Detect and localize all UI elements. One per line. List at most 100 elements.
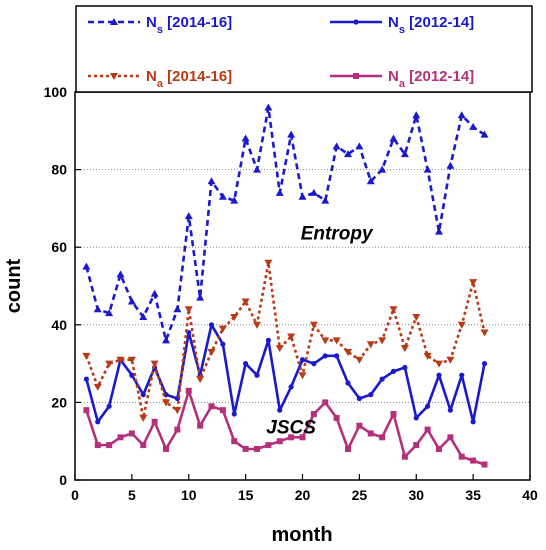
x-tick-label: 40 [522,487,538,503]
legend-label: Na [2012-14] [388,68,474,90]
data-point [241,134,250,142]
data-point [196,376,205,384]
data-point [356,422,363,429]
x-tick-label: 20 [295,487,311,503]
data-point [82,352,91,360]
data-point [470,457,477,464]
data-point [287,333,296,341]
data-point [254,445,260,452]
data-point [95,419,101,425]
data-point [457,111,466,119]
data-point [110,73,118,80]
data-point [480,329,489,337]
data-point [345,445,351,452]
y-axis-title: count [3,258,25,313]
y-tick-label: 40 [51,317,67,333]
data-point [265,442,272,449]
data-point [264,259,273,267]
data-point [230,314,239,322]
data-point [264,103,273,111]
data-point [401,453,408,460]
data-point [436,445,442,452]
series-layer [82,103,489,468]
data-point [105,309,114,317]
data-point [94,442,101,449]
legend-label: Ns [2012-14] [388,14,474,36]
legend-entry: Na [2014-16] [88,68,232,90]
data-point [447,434,454,441]
data-point [288,434,295,441]
data-point [196,293,205,301]
series-line [85,106,486,342]
data-point [288,384,294,390]
x-tick-label: 35 [465,487,481,503]
data-point [469,279,478,287]
data-point [162,336,170,344]
data-point [378,165,387,173]
data-point [400,345,409,353]
x-tick-label: 15 [238,487,254,503]
data-point [117,434,124,441]
data-point [110,18,118,25]
data-point [413,415,419,421]
data-point [298,192,307,200]
data-point [254,372,260,378]
data-point [413,442,420,449]
data-point [174,426,181,433]
data-point [241,298,250,306]
data-point [253,165,261,173]
data-point [425,403,431,409]
legend-box [75,5,533,93]
data-point [116,270,125,278]
series-1 [82,103,489,344]
data-point [321,196,330,204]
x-tick-label: 0 [71,487,79,503]
data-point [129,372,135,378]
data-point [230,196,239,204]
legend-entry: Ns [2014-16] [88,14,232,36]
data-point [93,383,102,391]
data-point [470,419,476,425]
data-point [378,337,387,345]
data-point [298,372,307,380]
data-point [150,289,159,297]
data-point [116,356,125,364]
data-point [83,407,90,414]
data-point [207,177,216,185]
data-point [412,111,421,119]
data-point [353,73,359,79]
data-point [435,227,443,235]
data-point [367,430,374,437]
legend-label: Ns [2014-16] [146,14,232,36]
data-point [185,387,192,394]
data-point [140,392,146,398]
data-point [140,442,147,449]
data-point [253,321,261,329]
y-tick-label: 20 [51,394,67,410]
data-point [184,306,193,314]
data-point [379,376,385,382]
data-point [344,150,352,158]
data-point [400,150,409,158]
data-point [345,380,351,386]
data-point [446,356,455,364]
data-point [333,414,340,421]
data-point [106,442,113,449]
x-tick-label: 25 [352,487,368,503]
annotations: Entropy JSCS [266,223,374,438]
data-point [83,376,89,382]
data-point [366,341,375,349]
data-point [231,438,238,445]
data-point [353,19,359,25]
data-point [106,403,112,409]
data-point [355,142,364,150]
data-point [105,360,114,368]
data-point [207,348,216,356]
data-point [332,142,341,150]
data-point [379,434,386,441]
x-tick-label: 10 [181,487,197,503]
data-point [309,188,318,196]
data-point [220,341,226,347]
data-point [436,372,442,378]
